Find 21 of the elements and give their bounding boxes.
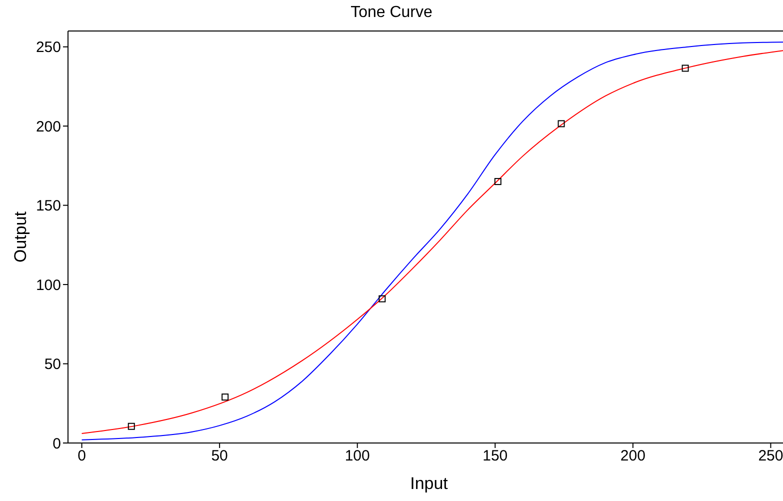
y-tick-label: 50 — [44, 356, 61, 374]
y-tick-label: 150 — [36, 198, 61, 215]
x-tick-label: 250 — [758, 448, 783, 465]
y-tick-label: 0 — [52, 435, 61, 452]
point — [558, 120, 565, 128]
y-tick-label: 250 — [36, 39, 61, 56]
point — [494, 178, 502, 186]
point — [128, 422, 135, 430]
x-tick-label: 100 — [344, 448, 370, 465]
x-tick-label: 0 — [78, 448, 86, 465]
y-axis-title: Output — [11, 211, 30, 263]
point — [222, 394, 229, 401]
x-tick-label: 50 — [211, 448, 228, 465]
point — [378, 295, 386, 302]
x-axis-title: Input — [410, 474, 448, 493]
x-tick-label: 150 — [482, 448, 508, 465]
chart-title: Tone Curve — [350, 4, 434, 22]
y-tick-label: 200 — [36, 118, 61, 136]
y-tick-label: 100 — [36, 276, 61, 294]
point — [682, 64, 689, 72]
x-tick-label: 200 — [620, 448, 646, 465]
